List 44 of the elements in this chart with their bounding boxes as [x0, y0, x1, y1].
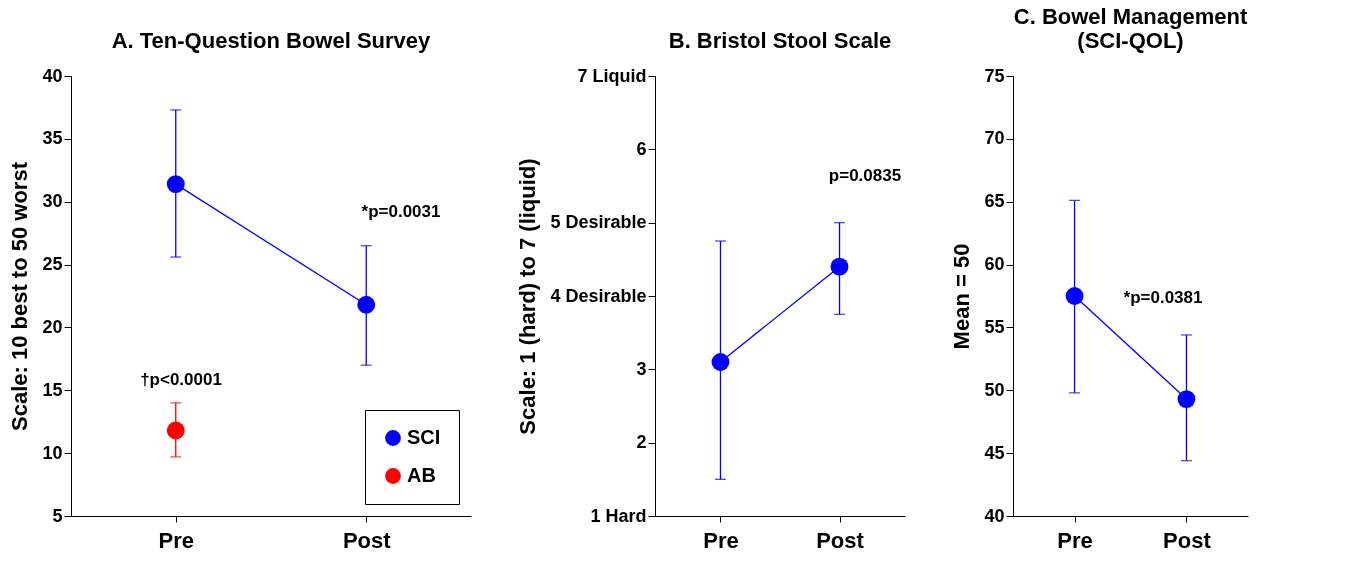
y-tick-label: 55	[984, 316, 1005, 337]
point	[357, 295, 376, 314]
legend-label: AB	[407, 464, 436, 486]
x-tick-label: Post	[816, 527, 865, 553]
annotation: †p<0.0001	[140, 370, 222, 389]
y-tick-label: 10	[42, 442, 63, 463]
chart-title: B. Bristol Stool Scale	[668, 28, 892, 53]
point	[166, 175, 185, 194]
y-axis-title: Mean = 50	[949, 243, 975, 350]
y-tick-label: 40	[984, 505, 1005, 526]
x-tick-label: Post	[1163, 527, 1212, 553]
y-tick-label: 30	[42, 191, 63, 212]
y-tick-label: 45	[984, 442, 1005, 463]
point	[166, 421, 185, 440]
y-tick-label: 70	[984, 128, 1005, 149]
y-tick-label: 3	[636, 358, 647, 379]
x-tick-label: Pre	[703, 527, 739, 553]
x-tick-label: Pre	[1057, 527, 1093, 553]
x-tick-label: Post	[342, 527, 392, 553]
y-tick-label: 25	[42, 254, 63, 275]
legend-label: SCI	[407, 426, 441, 448]
annotation: p=0.0835	[828, 166, 902, 185]
annotation: *p=0.0381	[1123, 288, 1203, 307]
y-tick-label: 5	[52, 505, 63, 526]
y-tick-label: 20	[42, 316, 63, 337]
y-tick-label: 4 Desirable	[550, 285, 647, 306]
y-tick-label: 65	[984, 191, 1005, 212]
y-tick-label: 75	[984, 65, 1005, 86]
y-tick-label: 2	[636, 432, 647, 453]
y-tick-label: 50	[984, 379, 1005, 400]
y-tick-label: 40	[42, 65, 63, 86]
y-tick-label: 60	[984, 254, 1005, 275]
y-tick-label: 5 Desirable	[550, 212, 647, 233]
x-tick-label: Pre	[158, 527, 194, 553]
y-tick-label: 35	[42, 128, 63, 149]
y-tick-label: 1 Hard	[590, 505, 647, 526]
y-tick-label: 6	[636, 138, 647, 159]
y-axis-title: Scale: 10 best to 50 worst	[7, 161, 33, 431]
annotation: *p=0.0031	[361, 202, 441, 221]
y-tick-label: 7 Liquid	[577, 65, 647, 86]
y-axis-title: Scale: 1 (hard) to 7 (liquid)	[515, 158, 541, 435]
y-tick-label: 15	[42, 379, 63, 400]
chart-title: C. Bowel Management (SCI-QOL)	[1013, 4, 1248, 53]
chart-title: A. Ten-Question Bowel Survey	[111, 28, 432, 53]
